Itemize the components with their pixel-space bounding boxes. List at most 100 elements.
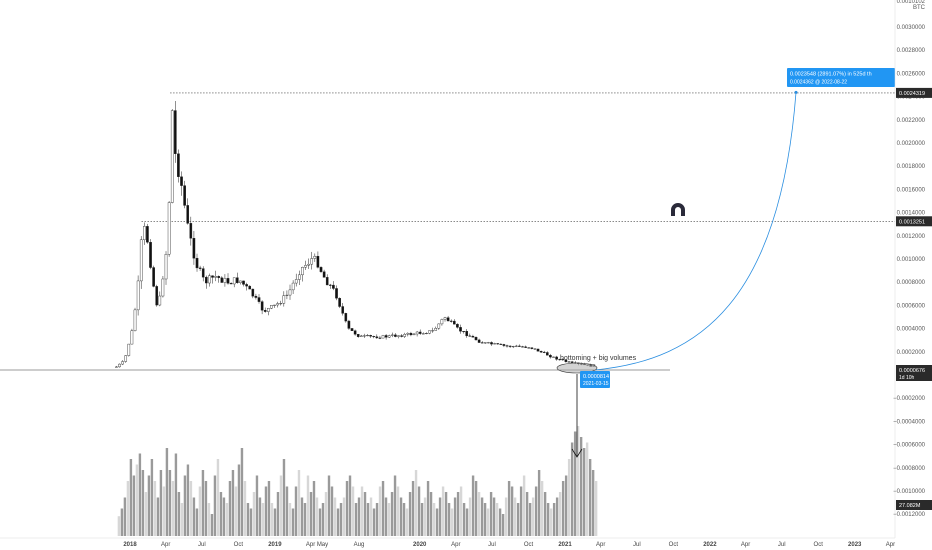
candle-body xyxy=(118,363,121,368)
price-tick-label: −0.0004000 xyxy=(893,419,926,425)
volume-bar xyxy=(327,475,331,536)
candle-body xyxy=(499,343,503,345)
candle-body xyxy=(285,294,289,296)
candle-body xyxy=(121,361,124,365)
volume-bar xyxy=(264,486,268,536)
candle-body xyxy=(384,335,388,338)
candle-body xyxy=(511,346,515,348)
current-price-axis-label-sub: 1d 10h xyxy=(899,375,915,381)
annotations: 0.0023548 (2891.07%) in 525d th 0.0024362… xyxy=(556,68,895,458)
volume-bar xyxy=(423,497,427,536)
candle-body xyxy=(115,366,118,368)
candle-body xyxy=(267,308,270,312)
bottoming-ellipse xyxy=(556,362,598,374)
volume-bar xyxy=(507,481,511,536)
volume-bar xyxy=(336,508,340,536)
candle-body xyxy=(220,277,224,283)
price-tick-label: 0.0010000 xyxy=(897,257,926,263)
price-tick-label: −0.0002000 xyxy=(893,396,926,402)
volume-bar xyxy=(582,448,586,536)
candle-body xyxy=(480,342,484,344)
candle-body xyxy=(391,334,394,336)
price-axis[interactable]: 0.00300000.00280000.00260000.00240000.00… xyxy=(893,0,926,518)
candle-body xyxy=(211,275,214,278)
volume-bar xyxy=(228,481,232,536)
volume-bar xyxy=(144,492,148,536)
candle-body xyxy=(291,282,295,291)
time-tick-label: Apr xyxy=(741,542,750,548)
volume-bar xyxy=(321,503,325,536)
candle-body xyxy=(487,342,490,344)
time-tick-label: Apr xyxy=(451,542,460,548)
time-tick-label: Apr xyxy=(886,542,895,548)
candle-body xyxy=(183,185,186,206)
volume-bar xyxy=(531,497,535,536)
volume-bar xyxy=(435,508,439,536)
volume-bar xyxy=(216,459,220,536)
candle-body xyxy=(409,333,413,336)
volume-axis-label-box xyxy=(896,500,932,510)
volume-bar xyxy=(405,508,409,536)
volume-bar xyxy=(168,470,172,536)
volume-bar xyxy=(171,481,175,536)
volume-bar xyxy=(258,497,262,536)
candle-body xyxy=(558,359,562,361)
volume-bar xyxy=(147,475,151,536)
candle-body xyxy=(387,335,391,338)
volume-bar xyxy=(384,497,388,536)
candle-body xyxy=(341,306,345,314)
target-label-line2: 0.0024362 @ 2022-08-22 xyxy=(790,80,847,86)
volume-bar xyxy=(489,492,493,536)
candle-body xyxy=(375,336,379,339)
candle-body xyxy=(279,303,283,305)
candle-body xyxy=(232,277,236,285)
candle-body xyxy=(195,257,199,269)
candle-body xyxy=(549,355,552,358)
candle-body xyxy=(248,285,252,290)
candle-body xyxy=(555,356,558,360)
candle-body xyxy=(468,335,472,337)
time-tick-label: Oct xyxy=(814,542,824,548)
volume-bar xyxy=(453,497,457,536)
volume-bar xyxy=(303,503,307,536)
price-tick-label: 0.0004000 xyxy=(897,327,926,333)
candle-body xyxy=(493,343,496,345)
volume-bar xyxy=(552,503,556,536)
volume-bar xyxy=(417,486,421,536)
volume-bar xyxy=(306,475,310,536)
candle-body xyxy=(350,328,354,331)
volume-bar xyxy=(408,492,412,536)
projection-curve xyxy=(594,92,797,371)
volume-bar xyxy=(468,497,472,536)
time-tick-label: Apr xyxy=(306,542,315,548)
candle-body xyxy=(567,361,571,363)
volume-bar xyxy=(204,481,208,536)
target-label-line1: 0.0023548 (2891.07%) in 525d th xyxy=(790,72,872,78)
volume-bar xyxy=(474,481,478,536)
price-tick-label: −0.0012000 xyxy=(893,512,926,518)
time-axis[interactable]: 2018 Apr Jul Oct 2019 Apr May Aug 2020 Apr Jul Oct 2… xyxy=(123,542,895,548)
candle-body xyxy=(304,265,307,268)
volume-bar xyxy=(174,453,178,536)
time-tick-label: Oct xyxy=(524,542,534,548)
candle-body xyxy=(403,334,407,337)
candles xyxy=(115,101,596,368)
price-tick-label: 0.0022000 xyxy=(897,118,926,124)
candle-body xyxy=(332,284,335,289)
candle-body xyxy=(546,352,549,356)
currency-label: BTC xyxy=(913,5,926,11)
candle-body xyxy=(335,288,338,299)
time-tick-label: Aug xyxy=(354,542,365,548)
candle-body xyxy=(425,333,428,335)
candle-body xyxy=(149,242,152,268)
candle-body xyxy=(260,301,264,311)
volume-bar xyxy=(324,492,328,536)
volume-bar xyxy=(459,486,463,536)
candle-body xyxy=(161,278,165,297)
target-label-box xyxy=(787,68,895,87)
volume-bar xyxy=(399,497,403,536)
volume-bar xyxy=(288,503,292,536)
volume-bar xyxy=(234,486,238,536)
candle-body xyxy=(381,335,385,339)
